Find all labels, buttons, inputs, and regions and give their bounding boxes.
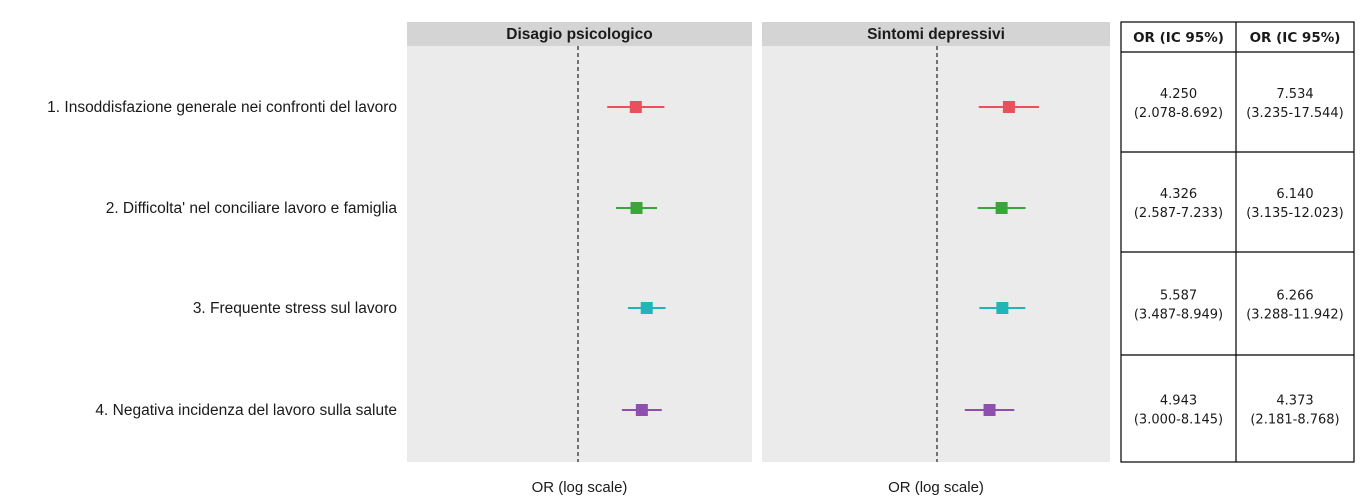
panel-sintomi-depressivi: Sintomi depressivi OR (log scale) [762, 22, 1110, 496]
table-cell-ci: (2.181-8.768) [1250, 413, 1339, 428]
row-labels: 1. Insoddisfazione generale nei confront… [47, 99, 397, 419]
x-axis-label: OR (log scale) [888, 479, 984, 496]
row-label: 3. Frequente stress sul lavoro [193, 300, 397, 317]
table-cell-or: 4.373 [1276, 394, 1313, 409]
table-cell-ci: (2.078-8.692) [1134, 106, 1223, 121]
row-label: 4. Negativa incidenza del lavoro sulla s… [95, 402, 397, 419]
panel-strip [407, 22, 752, 46]
table-cell-or: 4.250 [1160, 87, 1197, 102]
table-border [1120, 21, 1355, 463]
point-estimate [640, 302, 653, 314]
panel-background [407, 22, 752, 462]
table-cell-or: 7.534 [1276, 87, 1313, 102]
point-estimate [1002, 101, 1015, 113]
panel-marks [607, 101, 666, 416]
x-axis-label: OR (log scale) [532, 479, 628, 496]
or-table: OR (IC 95%) OR (IC 95%) 4.250 (2.078-8.692)… [1120, 21, 1355, 463]
panel-background [762, 22, 1110, 462]
panel-marks [964, 101, 1040, 416]
table-cell-ci: (3.288-11.942) [1246, 308, 1344, 323]
point-estimate [635, 404, 648, 416]
table-cell-or: 4.943 [1160, 394, 1197, 409]
panel-disagio-psicologico: Disagio psicologico OR (log scale) [407, 22, 752, 496]
point-estimate [996, 302, 1009, 314]
table-cell-ci: (3.000-8.145) [1134, 413, 1223, 428]
table-cell-or: 6.140 [1276, 187, 1313, 202]
panel-title: Sintomi depressivi [867, 26, 1005, 43]
table-cell-ci: (3.487-8.949) [1134, 308, 1223, 323]
table-cell-or: 5.587 [1160, 289, 1197, 304]
row-label: 2. Difficolta' nel conciliare lavoro e f… [106, 200, 398, 217]
table-cell-ci: (3.235-17.544) [1246, 106, 1344, 121]
table-cell-or: 6.266 [1276, 289, 1313, 304]
point-estimate [629, 101, 642, 113]
point-estimate [983, 404, 996, 416]
panel-title: Disagio psicologico [506, 26, 652, 43]
table-cell-or: 4.326 [1160, 187, 1197, 202]
row-label: 1. Insoddisfazione generale nei confront… [47, 99, 397, 116]
table-header: OR (IC 95%) [1250, 30, 1341, 46]
table-cell-ci: (3.135-12.023) [1246, 206, 1344, 221]
table-header: OR (IC 95%) [1133, 30, 1224, 46]
point-estimate [630, 202, 643, 214]
panel-strip [762, 22, 1110, 46]
point-estimate [995, 202, 1008, 214]
table-cell-ci: (2.587-7.233) [1134, 206, 1223, 221]
